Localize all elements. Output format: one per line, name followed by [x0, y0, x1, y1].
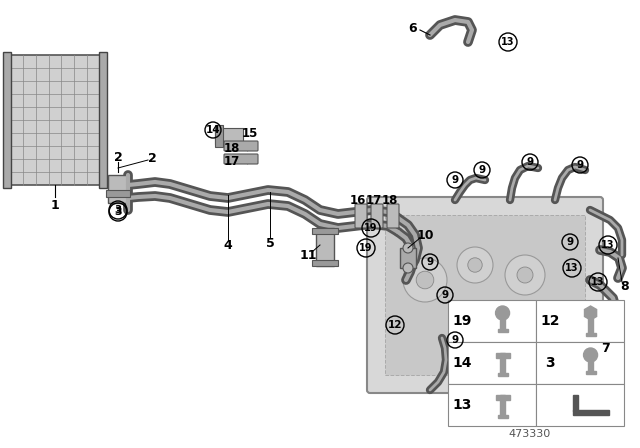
Text: 1: 1 — [51, 198, 60, 211]
FancyBboxPatch shape — [224, 141, 258, 151]
Circle shape — [403, 263, 413, 273]
Text: 9: 9 — [442, 290, 449, 300]
Text: 9: 9 — [566, 237, 573, 247]
Circle shape — [495, 306, 509, 320]
Bar — [500, 313, 505, 331]
Bar — [106, 190, 130, 197]
Bar — [10, 55, 100, 185]
Text: 13: 13 — [601, 240, 615, 250]
Bar — [497, 415, 508, 418]
Bar — [573, 395, 577, 411]
Text: 19: 19 — [452, 314, 472, 328]
Text: 14: 14 — [452, 356, 472, 370]
Bar — [215, 125, 223, 147]
Text: 2: 2 — [148, 151, 156, 164]
Bar — [108, 175, 128, 203]
Text: 3: 3 — [545, 356, 555, 370]
Text: 9: 9 — [426, 257, 433, 267]
Text: 4: 4 — [223, 238, 232, 251]
Text: 19: 19 — [364, 223, 378, 233]
Bar — [536, 342, 624, 384]
FancyBboxPatch shape — [367, 197, 603, 393]
FancyBboxPatch shape — [371, 204, 383, 228]
Text: 17: 17 — [366, 194, 382, 207]
Circle shape — [468, 258, 482, 272]
Bar — [536, 300, 624, 342]
Text: 8: 8 — [621, 280, 629, 293]
Bar — [448, 384, 536, 426]
Text: 17: 17 — [224, 155, 240, 168]
Bar — [316, 228, 334, 266]
Text: 6: 6 — [409, 22, 417, 34]
Bar — [448, 342, 536, 384]
Text: 9: 9 — [451, 175, 459, 185]
Text: 18: 18 — [382, 194, 398, 207]
Text: 9: 9 — [479, 165, 486, 175]
Text: 12: 12 — [540, 314, 560, 328]
Text: 18: 18 — [224, 142, 240, 155]
Bar — [99, 52, 107, 188]
Circle shape — [584, 348, 598, 362]
FancyBboxPatch shape — [355, 204, 367, 228]
Text: 5: 5 — [266, 237, 275, 250]
Bar — [312, 260, 338, 266]
Bar — [495, 353, 509, 358]
FancyBboxPatch shape — [387, 204, 399, 228]
Text: 473330: 473330 — [509, 429, 551, 439]
Bar — [588, 355, 593, 373]
Circle shape — [403, 258, 447, 302]
Text: 11: 11 — [300, 249, 317, 262]
Bar — [536, 384, 624, 426]
Text: 14: 14 — [205, 125, 220, 135]
Text: 10: 10 — [416, 228, 434, 241]
Bar — [215, 128, 243, 144]
Circle shape — [403, 243, 413, 253]
Text: 2: 2 — [114, 151, 122, 164]
Text: 13: 13 — [565, 263, 579, 273]
Circle shape — [457, 247, 493, 283]
Text: 3: 3 — [115, 205, 122, 215]
Text: 16: 16 — [350, 194, 366, 207]
Text: 3: 3 — [114, 207, 122, 217]
Bar — [588, 313, 593, 335]
Text: 9: 9 — [577, 160, 584, 170]
Bar — [586, 333, 596, 336]
Circle shape — [517, 267, 533, 283]
Bar — [497, 373, 508, 376]
Bar — [497, 329, 508, 332]
Text: 15: 15 — [242, 126, 258, 139]
Bar — [573, 410, 609, 415]
Bar — [500, 395, 505, 417]
Text: 9: 9 — [527, 157, 534, 167]
Bar — [3, 52, 11, 188]
Bar — [586, 371, 596, 374]
FancyBboxPatch shape — [224, 154, 258, 164]
Bar — [448, 300, 536, 342]
Bar — [500, 353, 505, 375]
Bar — [495, 395, 509, 400]
Text: 13: 13 — [591, 277, 605, 287]
Circle shape — [505, 255, 545, 295]
Bar — [385, 215, 585, 375]
Text: 13: 13 — [452, 398, 472, 412]
Circle shape — [416, 271, 434, 289]
Text: 7: 7 — [602, 341, 611, 354]
Text: 19: 19 — [359, 243, 372, 253]
Text: 12: 12 — [388, 320, 403, 330]
Text: 13: 13 — [501, 37, 515, 47]
Bar — [312, 228, 338, 234]
Text: 9: 9 — [451, 335, 459, 345]
Bar — [400, 248, 416, 268]
